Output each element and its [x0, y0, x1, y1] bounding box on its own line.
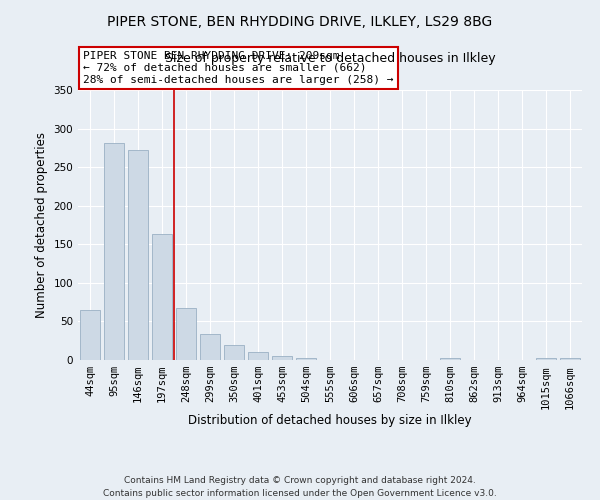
Bar [224, 344, 244, 360]
X-axis label: Distribution of detached houses by size in Ilkley: Distribution of detached houses by size … [188, 414, 472, 427]
Bar [80, 310, 100, 360]
Text: PIPER STONE BEN RHYDDING DRIVE: 209sqm
← 72% of detached houses are smaller (662: PIPER STONE BEN RHYDDING DRIVE: 209sqm ←… [83, 52, 394, 84]
Bar [152, 234, 172, 360]
Bar [296, 358, 316, 360]
Text: PIPER STONE, BEN RHYDDING DRIVE, ILKLEY, LS29 8BG: PIPER STONE, BEN RHYDDING DRIVE, ILKLEY,… [107, 15, 493, 29]
Bar [176, 308, 196, 360]
Bar [560, 358, 580, 360]
Bar [536, 358, 556, 360]
Bar [104, 143, 124, 360]
Bar [272, 356, 292, 360]
Y-axis label: Number of detached properties: Number of detached properties [35, 132, 48, 318]
Bar [200, 334, 220, 360]
Bar [440, 358, 460, 360]
Title: Size of property relative to detached houses in Ilkley: Size of property relative to detached ho… [164, 52, 496, 65]
Text: Contains HM Land Registry data © Crown copyright and database right 2024.
Contai: Contains HM Land Registry data © Crown c… [103, 476, 497, 498]
Bar [248, 352, 268, 360]
Bar [128, 150, 148, 360]
